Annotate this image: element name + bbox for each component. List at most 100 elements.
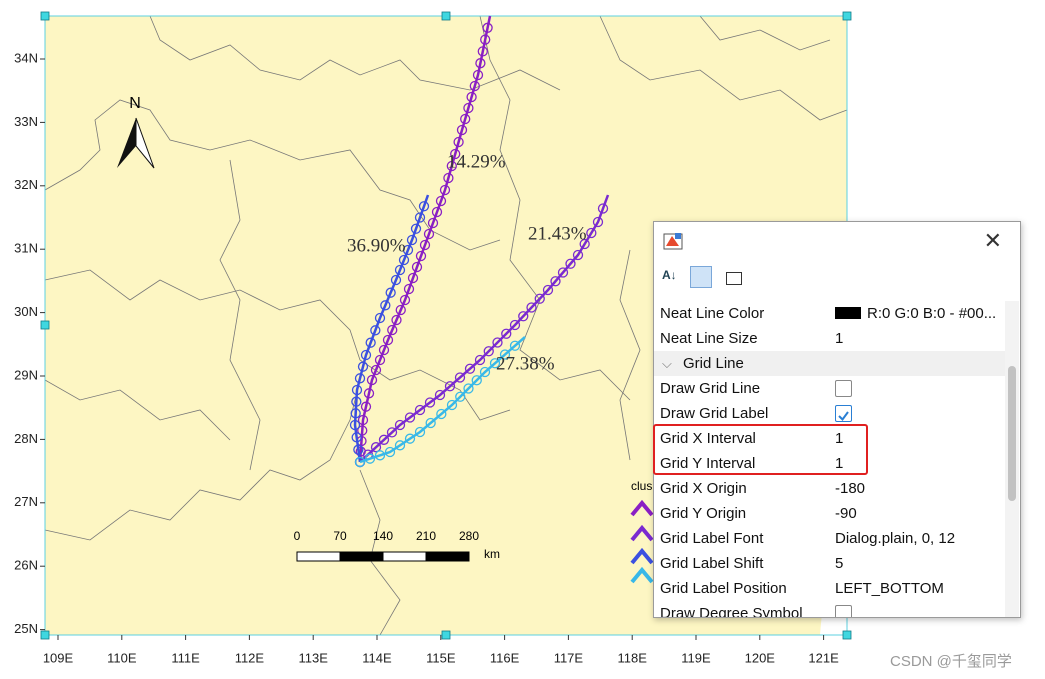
x-tick-label: 121E xyxy=(808,650,839,665)
trajectory-point xyxy=(351,432,362,443)
sort-alpha-button[interactable]: A↓ xyxy=(662,268,677,282)
x-tick-label: 119E xyxy=(681,650,711,665)
y-tick-label: 26N xyxy=(14,558,38,573)
property-value: LEFT_BOTTOM xyxy=(835,580,944,597)
property-row: Draw Grid Label xyxy=(654,401,1006,426)
property-row: Draw Grid Line xyxy=(654,376,1006,401)
property-name: Draw Grid Line xyxy=(660,380,761,397)
arrow-left xyxy=(117,118,136,168)
x-tick-label: 110E xyxy=(107,650,137,665)
trajectory-point xyxy=(374,312,386,324)
trajectory-point xyxy=(414,404,426,416)
trajectory-point xyxy=(477,46,488,57)
trajectory-point xyxy=(472,69,484,81)
arrow-right xyxy=(135,117,155,169)
trajectory-point xyxy=(415,250,427,262)
trajectory-point xyxy=(406,234,418,246)
trajectory-point xyxy=(526,302,537,313)
property-grid: Neat Line Color R:0 G:0 B:0 - #00... Neat … xyxy=(654,301,1006,617)
pages-button[interactable] xyxy=(726,272,742,285)
x-tick-label: 109E xyxy=(43,650,74,665)
trajectories xyxy=(349,15,610,468)
trajectory-point xyxy=(366,374,378,386)
trajectory-point xyxy=(424,397,436,408)
x-tick-label: 112E xyxy=(235,650,265,665)
property-name: Grid X Interval xyxy=(660,430,756,447)
trajectory-point xyxy=(363,388,375,399)
y-tick-label: 31N xyxy=(14,241,38,256)
trajectory-line xyxy=(353,194,430,463)
trajectory-point xyxy=(351,384,363,396)
trajectory-point xyxy=(360,349,372,361)
trajectory-point xyxy=(464,363,476,374)
trajectory-point xyxy=(518,311,529,322)
trajectory-point xyxy=(351,396,362,407)
property-name: Grid Label Shift xyxy=(660,555,764,572)
checkbox[interactable] xyxy=(835,605,852,617)
trajectory-point xyxy=(435,195,447,207)
trajectory-point xyxy=(463,383,474,394)
property-value: 1 xyxy=(835,455,844,472)
property-row: Grid Y Origin -90 xyxy=(654,501,1006,526)
trajectory-point xyxy=(390,274,402,286)
collapse-chevron[interactable]: ⌵ xyxy=(662,356,672,371)
trajectory-point xyxy=(403,283,415,295)
scale-unit: km xyxy=(484,547,500,561)
x-tick-label: 117E xyxy=(554,650,584,665)
trajectory-point xyxy=(353,444,364,455)
cluster-label: 27.38% xyxy=(496,353,555,374)
trajectory-point xyxy=(404,412,416,423)
close-button[interactable]: ✕ xyxy=(983,228,1002,253)
property-row: Grid Y Interval 1 xyxy=(654,451,1006,476)
trajectory-point xyxy=(572,249,584,261)
checkbox[interactable] xyxy=(835,405,852,422)
trajectory-point xyxy=(499,349,511,360)
trajectory-point xyxy=(455,391,466,402)
property-row: Neat Line Color R:0 G:0 B:0 - #00... xyxy=(654,301,1006,326)
trajectory-point xyxy=(374,450,386,461)
checkbox[interactable] xyxy=(835,380,852,397)
x-tick-label: 113E xyxy=(298,650,328,665)
trajectory-point xyxy=(394,264,406,276)
section-title: Grid Line xyxy=(683,355,744,372)
property-value: Dialog.plain, 0, 12 xyxy=(835,530,956,547)
scale-label: 140 xyxy=(373,529,393,543)
property-name: Grid Label Font xyxy=(660,530,764,547)
trajectory-point xyxy=(365,337,376,348)
trajectory-point xyxy=(354,456,366,468)
cluster-label: 36.90% xyxy=(347,235,406,256)
property-value: -180 xyxy=(835,480,866,497)
trajectory-point xyxy=(357,414,369,426)
scrollbar xyxy=(1005,301,1019,617)
scale-bar: km 0 70 140 210 280 xyxy=(294,529,500,562)
axes: 34N 33N 32N 31N 30N 29N 28N 27N 26N 25N 109E 110E 11… xyxy=(14,50,839,665)
trajectory-point xyxy=(439,184,451,196)
trajectory-point xyxy=(479,366,491,378)
scrollbar-thumb[interactable] xyxy=(1008,366,1016,501)
trajectory-point xyxy=(454,372,466,383)
trajectory-point xyxy=(364,453,376,464)
trajectory-point xyxy=(391,314,402,326)
scale-label: 70 xyxy=(333,529,347,543)
property-row: Grid X Interval 1 xyxy=(654,426,1006,451)
trajectory-point xyxy=(463,102,474,114)
trajectory-point xyxy=(357,425,368,436)
trajectory-point xyxy=(444,381,456,392)
trajectory-point xyxy=(509,319,521,331)
trajectory-point xyxy=(370,442,382,453)
property-value: 5 xyxy=(835,555,844,572)
trajectory-point xyxy=(419,239,431,251)
x-tick-label: 116E xyxy=(490,650,520,665)
property-row: Grid Label Position LEFT_BOTTOM xyxy=(654,576,1006,601)
trajectory-point xyxy=(354,373,366,384)
legend-title: clus xyxy=(631,479,652,493)
x-tick-label: 111E xyxy=(171,650,200,665)
trajectory-point xyxy=(482,22,493,33)
property-name: Neat Line Color xyxy=(660,305,765,322)
trajectory-point xyxy=(385,287,396,298)
property-value: 1 xyxy=(835,430,844,447)
trajectory-point xyxy=(411,261,423,273)
y-tick-label: 27N xyxy=(14,494,38,509)
property-name: Grid Label Position xyxy=(660,580,787,597)
categorized-button[interactable] xyxy=(690,266,712,288)
